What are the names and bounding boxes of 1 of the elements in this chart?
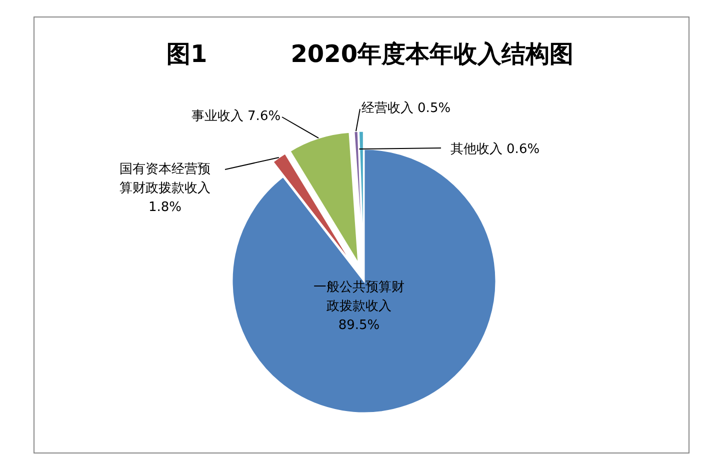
title: 图1 2020年度本年收入结构图 (166, 40, 574, 68)
